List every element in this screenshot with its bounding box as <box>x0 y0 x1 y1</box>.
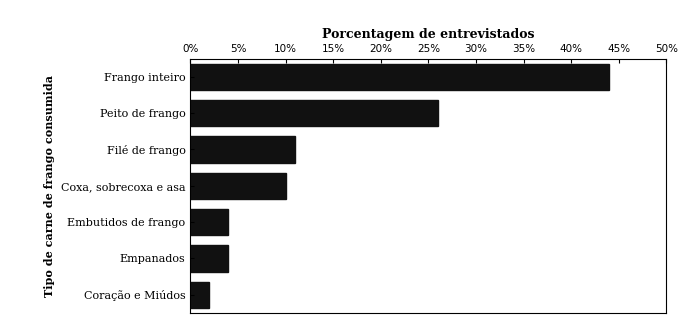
Bar <box>190 209 228 235</box>
X-axis label: Porcentagem de entrevistados: Porcentagem de entrevistados <box>322 28 534 41</box>
Bar <box>190 64 609 90</box>
Bar <box>190 136 295 163</box>
Y-axis label: Tipo de carne de frango consumida: Tipo de carne de frango consumida <box>44 75 55 297</box>
Bar <box>190 245 228 272</box>
Bar <box>190 282 209 308</box>
Bar <box>190 173 286 199</box>
Bar <box>190 100 438 126</box>
